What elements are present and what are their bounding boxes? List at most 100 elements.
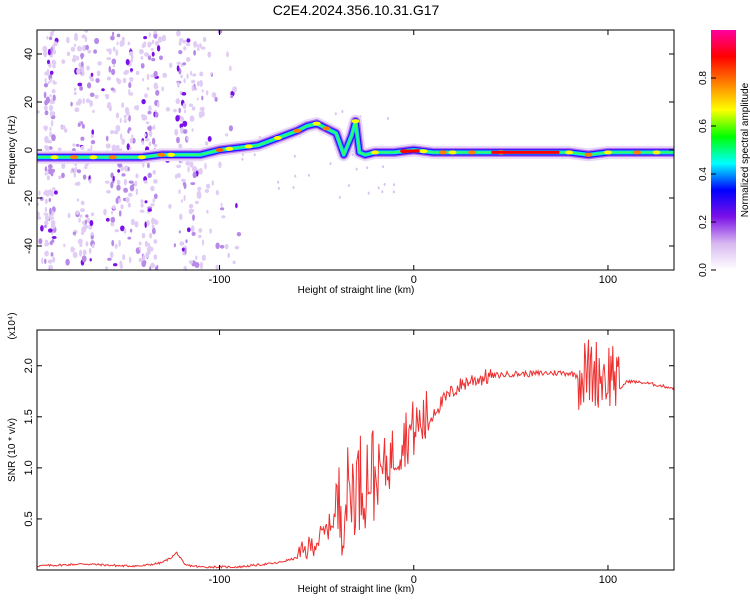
noise-speckle xyxy=(184,109,187,114)
noise-speckle xyxy=(178,38,184,43)
noise-speckle xyxy=(147,208,152,212)
noise-speckle xyxy=(91,243,95,249)
noise-speckle xyxy=(150,264,156,268)
noise-speckle xyxy=(121,173,126,177)
noise-speckle xyxy=(329,162,332,166)
noise-speckle xyxy=(37,211,40,218)
noise-speckle xyxy=(142,162,145,168)
noise-speckle xyxy=(66,51,71,57)
noise-speckle xyxy=(40,225,44,232)
noise-speckle xyxy=(215,242,220,250)
noise-speckle xyxy=(130,55,134,60)
noise-speckle xyxy=(205,141,209,146)
noise-speckle xyxy=(47,259,53,264)
noise-speckle xyxy=(108,65,112,73)
noise-speckle xyxy=(82,97,85,104)
noise-speckle xyxy=(147,162,150,169)
noise-speckle xyxy=(161,86,164,92)
noise-speckle xyxy=(229,65,232,72)
noise-speckle xyxy=(341,110,344,113)
ridge-hot-spot xyxy=(157,152,166,157)
noise-speckle xyxy=(209,228,212,234)
noise-speckle xyxy=(129,77,134,82)
noise-speckle xyxy=(80,61,84,68)
noise-speckle xyxy=(153,70,158,78)
noise-speckle xyxy=(77,45,82,52)
ridge-hot-spot xyxy=(50,155,59,160)
noise-speckle xyxy=(154,220,159,225)
noise-speckle xyxy=(52,79,55,84)
noise-speckle xyxy=(110,35,115,41)
noise-speckle xyxy=(183,194,186,202)
noise-speckle xyxy=(180,74,183,79)
noise-speckle xyxy=(183,265,187,270)
noise-speckle xyxy=(85,44,89,51)
noise-speckle xyxy=(80,145,85,151)
noise-speckle xyxy=(136,104,139,111)
noise-speckle xyxy=(152,198,156,203)
noise-speckle xyxy=(45,242,50,246)
noise-speckle xyxy=(110,130,116,134)
colorbar-ticks: 0.0 0.2 0.4 0.6 0.8 xyxy=(698,71,716,277)
noise-speckle xyxy=(110,172,114,179)
noise-speckle xyxy=(123,228,127,234)
noise-speckle xyxy=(84,36,88,42)
noise-speckle xyxy=(81,226,87,233)
noise-speckle xyxy=(105,95,110,100)
noise-speckle xyxy=(153,82,158,90)
noise-speckle xyxy=(347,184,350,187)
noise-speckle xyxy=(43,83,49,88)
noise-speckle xyxy=(46,175,51,181)
noise-speckle xyxy=(72,54,77,59)
noise-speckle xyxy=(49,77,52,83)
colorbar-tick-label: 0.4 xyxy=(698,167,709,181)
ridge-hot-spot xyxy=(565,150,574,155)
noise-speckle xyxy=(199,43,202,48)
noise-speckle xyxy=(241,157,244,161)
noise-speckle xyxy=(120,225,125,232)
noise-speckle xyxy=(178,50,183,55)
noise-speckle xyxy=(191,84,195,92)
noise-speckle xyxy=(153,124,156,129)
noise-speckle xyxy=(139,209,145,213)
noise-speckle xyxy=(46,36,49,40)
noise-speckle xyxy=(351,153,354,157)
snr-x-ticks: -100 0 100 xyxy=(209,330,617,586)
noise-speckle xyxy=(154,266,159,270)
x-tick-label: -100 xyxy=(209,274,231,286)
noise-speckle xyxy=(168,204,172,209)
noise-speckle xyxy=(120,204,124,210)
noise-speckle xyxy=(180,199,183,203)
noise-speckle xyxy=(214,96,218,102)
noise-speckle xyxy=(123,118,127,124)
noise-speckle xyxy=(206,209,209,214)
noise-speckle xyxy=(87,82,92,89)
noise-speckle xyxy=(113,263,118,267)
noise-speckle xyxy=(175,115,180,122)
noise-speckle xyxy=(52,49,57,55)
noise-speckle xyxy=(152,169,156,175)
noise-speckle xyxy=(92,109,95,114)
noise-speckle xyxy=(129,138,133,144)
noise-speckle xyxy=(377,186,380,190)
noise-speckle xyxy=(201,239,205,246)
noise-speckle xyxy=(293,154,296,158)
noise-speckle xyxy=(43,105,48,111)
noise-speckle xyxy=(189,115,195,122)
noise-speckle xyxy=(51,89,56,94)
noise-speckle xyxy=(215,189,219,196)
noise-speckle xyxy=(82,249,87,256)
noise-speckle xyxy=(207,136,212,142)
noise-speckle xyxy=(193,40,198,48)
noise-speckle xyxy=(116,179,121,185)
spectrogram-y-ticks: -40 -20 0 20 40 xyxy=(23,48,674,254)
noise-speckle xyxy=(51,61,57,65)
noise-speckle xyxy=(174,128,179,136)
noise-speckle xyxy=(81,123,85,129)
noise-speckle xyxy=(50,252,54,257)
noise-speckle xyxy=(47,48,51,56)
noise-speckle xyxy=(366,166,369,170)
noise-speckle xyxy=(211,180,214,186)
ridge-hot-spot xyxy=(604,150,612,155)
colorbar-tick-label: 0.8 xyxy=(698,71,709,85)
